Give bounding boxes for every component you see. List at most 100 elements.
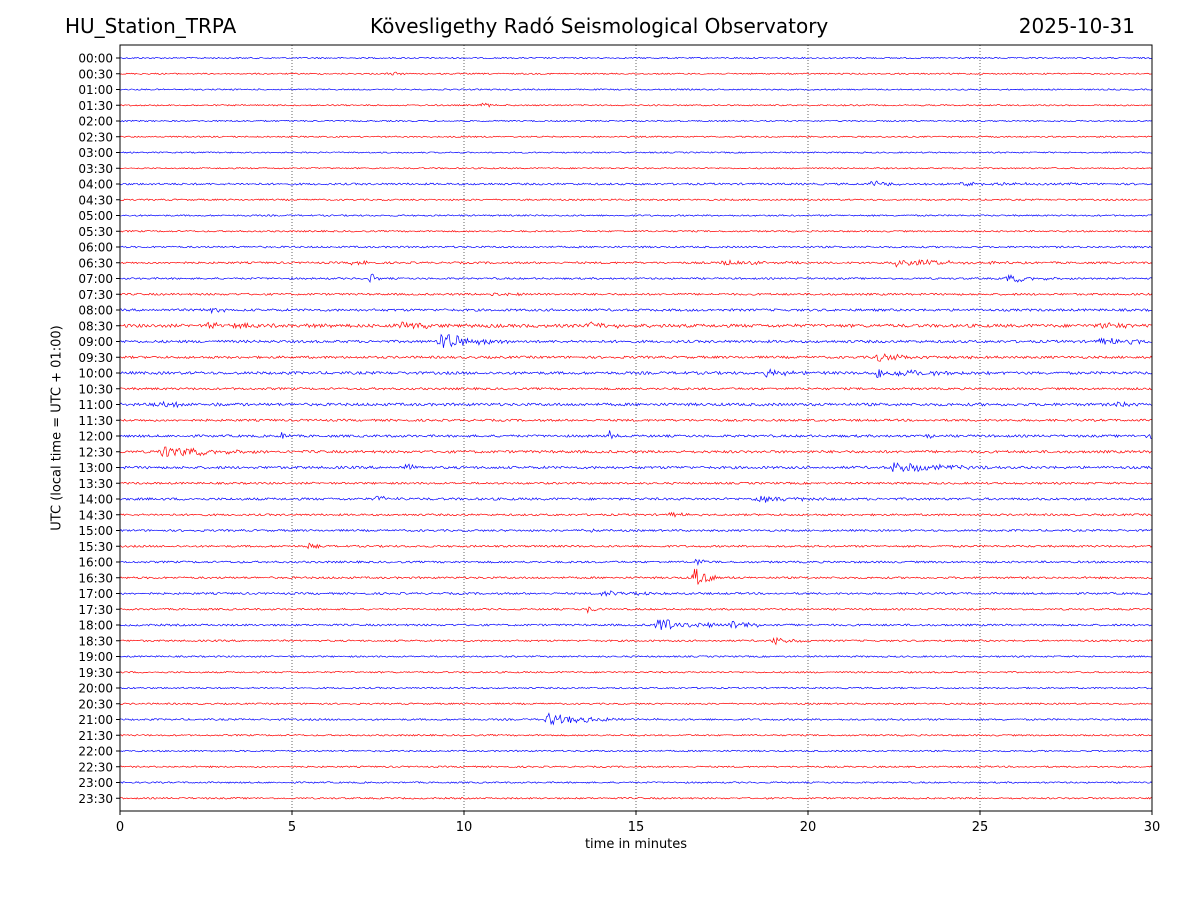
seismic-traces <box>119 56 1153 800</box>
y-tick-label: 18:30 <box>78 634 113 648</box>
y-tick-label: 12:00 <box>78 430 113 444</box>
trace-1630 <box>119 568 1153 585</box>
y-tick-label: 14:00 <box>78 493 113 507</box>
trace-1000 <box>119 368 1153 378</box>
x-tick-label-30: 30 <box>1144 820 1161 835</box>
y-tick-label: 05:00 <box>78 209 113 223</box>
y-tick-label: 11:00 <box>78 398 113 412</box>
trace-1430 <box>119 511 1153 518</box>
trace-2330 <box>119 796 1153 800</box>
y-tick-label: 04:30 <box>78 193 113 207</box>
y-tick-label: 19:00 <box>78 650 113 664</box>
x-tick-label-10: 10 <box>456 820 473 835</box>
y-tick-label: 23:30 <box>78 792 113 806</box>
y-axis-label: UTC (local time = UTC + 01:00) <box>49 325 65 531</box>
trace-0600 <box>119 245 1153 249</box>
y-tick-label: 04:00 <box>78 178 113 192</box>
y-tick-label: 07:30 <box>78 288 113 302</box>
trace-0230 <box>119 135 1153 138</box>
trace-1230 <box>119 446 1153 458</box>
x-axis-ticks: 0 5 10 15 20 25 30 <box>116 811 1160 835</box>
trace-0800 <box>119 307 1153 315</box>
x-axis-label: time in minutes <box>584 837 688 852</box>
trace-0330 <box>119 167 1153 170</box>
y-tick-label: 16:00 <box>78 556 113 570</box>
y-tick-label: 16:30 <box>78 571 113 585</box>
y-tick-label: 09:00 <box>78 335 113 349</box>
y-tick-label: 06:30 <box>78 256 113 270</box>
trace-0730 <box>119 292 1153 297</box>
y-tick-label: 15:00 <box>78 524 113 538</box>
y-tick-label: 21:00 <box>78 713 113 727</box>
trace-0630 <box>119 258 1153 268</box>
y-tick-label: 13:30 <box>78 477 113 491</box>
y-tick-label: 02:00 <box>78 115 113 129</box>
trace-1300 <box>119 462 1153 473</box>
trace-0900 <box>120 333 1153 348</box>
x-tick-label-25: 25 <box>972 820 989 835</box>
trace-0200 <box>119 119 1153 123</box>
y-tick-label: 22:30 <box>78 760 113 774</box>
trace-1730 <box>119 606 1153 615</box>
y-tick-label: 17:00 <box>78 587 113 601</box>
y-tick-label: 23:00 <box>78 776 113 790</box>
y-tick-label: 03:00 <box>78 146 113 160</box>
y-tick-label: 11:30 <box>78 414 113 428</box>
date-label: 2025-10-31 <box>1018 14 1135 38</box>
trace-1400 <box>119 495 1153 503</box>
trace-1100 <box>119 400 1153 409</box>
y-tick-label: 05:30 <box>78 225 113 239</box>
chart-title: Kövesligethy Radó Seismological Observat… <box>370 14 829 38</box>
y-tick-label: 00:30 <box>78 67 113 81</box>
y-tick-label: 01:00 <box>78 83 113 97</box>
y-tick-label: 20:00 <box>78 682 113 696</box>
station-label: HU_Station_TRPA <box>65 14 237 38</box>
trace-0930 <box>119 353 1153 362</box>
trace-1600 <box>119 558 1153 567</box>
y-tick-label: 07:00 <box>78 272 113 286</box>
y-tick-label: 10:30 <box>78 382 113 396</box>
y-tick-label: 08:30 <box>78 319 113 333</box>
trace-0100 <box>119 88 1153 91</box>
trace-0130 <box>119 102 1153 108</box>
y-tick-label: 22:00 <box>78 745 113 759</box>
x-tick-label-5: 5 <box>288 820 296 835</box>
trace-1200 <box>119 430 1153 440</box>
x-tick-label-15: 15 <box>628 820 645 835</box>
trace-0700 <box>119 273 1153 283</box>
trace-1800 <box>119 619 1153 631</box>
trace-0400 <box>119 180 1153 187</box>
trace-0030 <box>119 71 1153 76</box>
y-tick-label: 13:00 <box>78 461 113 475</box>
trace-2100 <box>119 712 1153 726</box>
trace-0300 <box>119 151 1153 154</box>
trace-2130 <box>119 733 1153 737</box>
trace-2000 <box>119 686 1153 690</box>
y-tick-label: 19:30 <box>78 666 113 680</box>
trace-1130 <box>119 418 1153 422</box>
trace-0000 <box>119 56 1153 60</box>
y-tick-label: 08:00 <box>78 304 113 318</box>
grid-lines <box>291 45 981 811</box>
plot-frame <box>119 44 1153 812</box>
y-tick-label: 10:00 <box>78 367 113 381</box>
y-tick-label: 00:00 <box>78 52 113 66</box>
trace-2230 <box>119 765 1153 769</box>
trace-1700 <box>119 590 1153 597</box>
trace-1500 <box>119 528 1153 533</box>
y-tick-label: 01:30 <box>78 99 113 113</box>
trace-1030 <box>119 386 1153 391</box>
y-tick-label: 06:00 <box>78 241 113 255</box>
trace-1930 <box>119 670 1153 674</box>
x-tick-label-20: 20 <box>800 820 817 835</box>
trace-0830 <box>119 321 1153 330</box>
y-tick-label: 20:30 <box>78 697 113 711</box>
trace-2200 <box>119 749 1153 753</box>
trace-1830 <box>119 636 1153 646</box>
trace-1900 <box>119 655 1153 658</box>
y-tick-label: 14:30 <box>78 508 113 522</box>
trace-1530 <box>119 542 1153 550</box>
y-tick-label: 21:30 <box>78 729 113 743</box>
